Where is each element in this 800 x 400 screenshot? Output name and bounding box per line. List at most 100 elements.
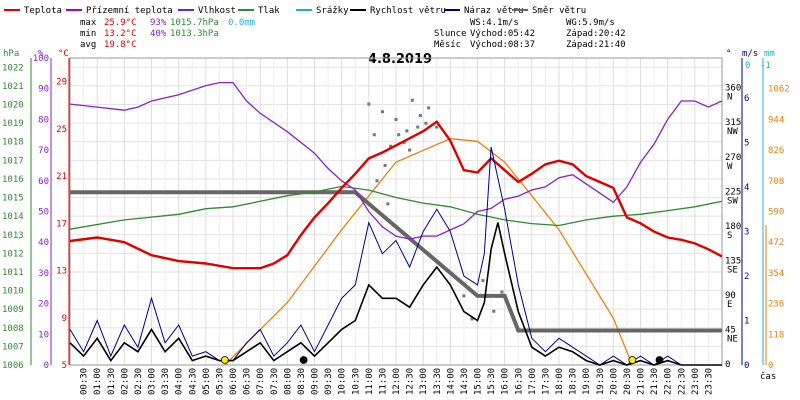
pressure-line <box>69 185 723 230</box>
hpa-tick-label: 1011 <box>2 268 24 278</box>
legend-label-6: Rychlost větru <box>370 6 446 16</box>
legend-label-7: Náraz větru <box>464 6 524 16</box>
solar-tick-label: 0 <box>768 361 773 371</box>
pct-tick-label: 80 <box>38 115 49 125</box>
solar-tick-label: 118 <box>768 330 784 340</box>
dir-name-label: W <box>727 162 733 172</box>
dir-name-label: NW <box>727 127 738 137</box>
hpa-tick-label: 1014 <box>2 212 24 222</box>
stat-avg-label: avg <box>80 40 96 50</box>
x-tick-label: 14:30 <box>460 368 470 395</box>
solar-tick-label: 826 <box>768 146 784 156</box>
c-tick-label: 17 <box>56 219 67 229</box>
pct-tick-label: 70 <box>38 146 49 156</box>
x-tick-label: 14:00 <box>446 368 456 395</box>
mm-top-tick: 0 <box>745 61 750 71</box>
stat-max-rain: 0.0mm <box>228 18 255 28</box>
pct-tick-label: 10 <box>38 330 49 340</box>
pct-tick-label: 50 <box>38 208 49 218</box>
pct-tick-label: 100 <box>33 54 49 64</box>
dir-tick-label: 45 <box>725 325 736 335</box>
legend-label-1: Teplota <box>24 6 62 16</box>
dir-name-label: NE <box>727 334 738 344</box>
x-tick-label: 17:00 <box>528 368 538 395</box>
x-tick-label: 16:00 <box>501 368 511 395</box>
hpa-tick-label: 1007 <box>2 342 24 352</box>
moon-set: Západ:21:40 <box>566 40 626 50</box>
hpa-tick-label: 1022 <box>2 63 24 73</box>
legend-label-4: Tlak <box>258 6 280 16</box>
legend-label-8: Směr větru <box>532 6 586 16</box>
pct-tick-label: 90 <box>38 85 49 95</box>
legend-label-5: Srážky <box>316 6 349 16</box>
c-tick-label: 5 <box>62 361 67 371</box>
x-tick-label: 02:30 <box>134 368 144 395</box>
legend-label-3: Vlhkost <box>198 6 236 16</box>
dir-name-label: S <box>727 231 732 241</box>
stat-max-press: 1015.7hPa <box>170 18 219 28</box>
x-tick-label: 03:00 <box>148 368 158 395</box>
wind-direction-point <box>492 309 496 313</box>
solar-tick-label: 472 <box>768 238 784 248</box>
ms-tick-label: 4 <box>744 183 749 193</box>
dir-tick-label: 0 <box>725 360 730 370</box>
x-tick-label: 20:00 <box>609 368 619 395</box>
c-tick-label: 9 <box>62 314 67 324</box>
wind-direction-point <box>424 121 428 125</box>
wind-direction-point <box>410 98 414 102</box>
x-tick-label: 09:00 <box>311 368 321 395</box>
ms-tick-label: 6 <box>744 94 749 104</box>
x-tick-label: 13:30 <box>433 368 443 395</box>
deg-axis-label: ° <box>726 49 731 59</box>
pct-tick-label: 30 <box>38 269 49 279</box>
x-tick-label: 06:00 <box>229 368 239 395</box>
wind-direction-point <box>405 129 409 133</box>
wind-gust-line <box>69 146 722 366</box>
solar-curve <box>224 138 633 366</box>
x-tick-label: 07:00 <box>256 368 266 395</box>
hpa-tick-label: 1017 <box>2 156 24 166</box>
wind-direction-point <box>435 125 439 129</box>
x-tick-label: 12:00 <box>392 368 402 395</box>
x-tick-label: 17:30 <box>541 368 551 395</box>
wind-direction-point <box>416 125 420 129</box>
ms-tick-label: 1 <box>744 317 749 327</box>
moon-label: Měsíc <box>434 40 461 50</box>
sun-rise: Východ:05:42 <box>470 29 535 39</box>
wind-direction-point <box>500 290 504 294</box>
x-tick-label: 10:30 <box>351 368 361 395</box>
stat-min-label: min <box>80 29 96 39</box>
x-tick-label: 11:30 <box>378 368 388 395</box>
stat-min-temp: 13.2°C <box>104 29 137 39</box>
dir-tick-label: 360 <box>725 84 741 94</box>
chart-title: 4.8.2019 <box>368 52 432 67</box>
sunrise-marker <box>220 356 229 364</box>
wind-direction-point <box>408 148 412 152</box>
hpa-axis-label: hPa <box>3 49 19 59</box>
wind-direction-point <box>380 110 384 114</box>
dir-name-label: N <box>727 93 732 103</box>
sunset-marker <box>628 356 637 364</box>
wind-direction-point <box>383 163 387 167</box>
c-tick-label: 13 <box>56 267 67 277</box>
solar-tick-label: 1062 <box>768 85 790 95</box>
hpa-tick-label: 1013 <box>2 231 24 241</box>
mm-top-tick: -1 <box>760 61 771 71</box>
stat-max-hum: 93% <box>150 18 167 28</box>
x-tick-label: 15:30 <box>487 368 497 395</box>
temperature-line <box>69 120 723 270</box>
hpa-tick-label: 1021 <box>2 82 24 92</box>
humidity-line <box>69 81 723 240</box>
wind-direction-point <box>375 179 379 183</box>
dir-tick-label: 315 <box>725 118 741 128</box>
ms-tick-label: 3 <box>744 228 749 238</box>
wind-direction-point <box>462 294 466 298</box>
stat-avg-temp: 19.8°C <box>104 40 137 50</box>
hpa-tick-label: 1018 <box>2 138 24 148</box>
x-tick-label: 11:00 <box>365 368 375 395</box>
solar-tick-label: 236 <box>768 300 784 310</box>
solar-tick-label: 944 <box>768 115 784 125</box>
x-tick-label: 05:30 <box>215 368 225 395</box>
moon-rise: Východ:08:37 <box>470 40 535 50</box>
x-tick-label: 06:30 <box>243 368 253 395</box>
